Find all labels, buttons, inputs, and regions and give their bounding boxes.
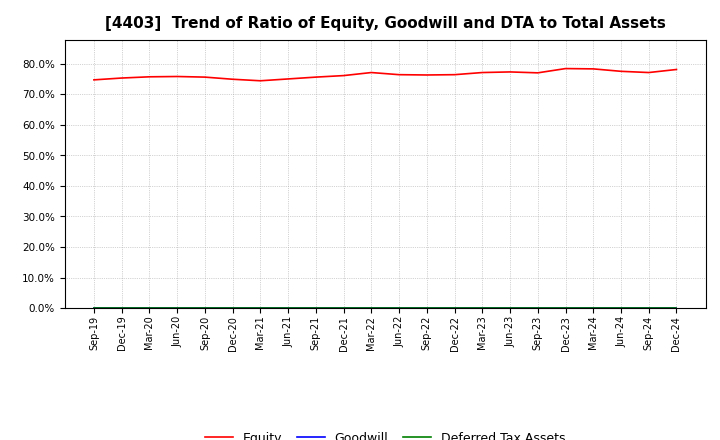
Equity — [145, 74, 154, 80]
Legend: Equity, Goodwill, Deferred Tax Assets: Equity, Goodwill, Deferred Tax Assets — [200, 427, 570, 440]
Deferred Tax Assets — [89, 305, 98, 311]
Equity — [423, 72, 431, 77]
Deferred Tax Assets — [173, 305, 181, 311]
Goodwill — [201, 305, 210, 311]
Equity — [312, 74, 320, 80]
Line: Equity: Equity — [94, 69, 677, 81]
Equity — [534, 70, 542, 76]
Goodwill — [616, 305, 625, 311]
Equity — [117, 75, 126, 81]
Goodwill — [284, 305, 292, 311]
Equity — [228, 77, 237, 82]
Deferred Tax Assets — [561, 305, 570, 311]
Deferred Tax Assets — [672, 305, 681, 311]
Equity — [367, 70, 376, 75]
Goodwill — [534, 305, 542, 311]
Deferred Tax Assets — [450, 305, 459, 311]
Deferred Tax Assets — [505, 305, 514, 311]
Goodwill — [367, 305, 376, 311]
Goodwill — [561, 305, 570, 311]
Goodwill — [89, 305, 98, 311]
Equity — [256, 78, 265, 84]
Goodwill — [228, 305, 237, 311]
Goodwill — [478, 305, 487, 311]
Deferred Tax Assets — [534, 305, 542, 311]
Deferred Tax Assets — [616, 305, 625, 311]
Deferred Tax Assets — [339, 305, 348, 311]
Deferred Tax Assets — [201, 305, 210, 311]
Equity — [505, 69, 514, 74]
Title: [4403]  Trend of Ratio of Equity, Goodwill and DTA to Total Assets: [4403] Trend of Ratio of Equity, Goodwil… — [105, 16, 665, 32]
Deferred Tax Assets — [423, 305, 431, 311]
Deferred Tax Assets — [589, 305, 598, 311]
Equity — [478, 70, 487, 75]
Goodwill — [505, 305, 514, 311]
Goodwill — [256, 305, 265, 311]
Equity — [395, 72, 403, 77]
Goodwill — [173, 305, 181, 311]
Goodwill — [672, 305, 681, 311]
Goodwill — [395, 305, 403, 311]
Goodwill — [644, 305, 653, 311]
Equity — [173, 74, 181, 79]
Goodwill — [423, 305, 431, 311]
Goodwill — [117, 305, 126, 311]
Goodwill — [145, 305, 154, 311]
Goodwill — [339, 305, 348, 311]
Equity — [339, 73, 348, 78]
Deferred Tax Assets — [312, 305, 320, 311]
Deferred Tax Assets — [644, 305, 653, 311]
Equity — [450, 72, 459, 77]
Equity — [201, 74, 210, 80]
Equity — [284, 76, 292, 81]
Equity — [89, 77, 98, 82]
Deferred Tax Assets — [284, 305, 292, 311]
Deferred Tax Assets — [256, 305, 265, 311]
Deferred Tax Assets — [367, 305, 376, 311]
Deferred Tax Assets — [478, 305, 487, 311]
Equity — [644, 70, 653, 75]
Goodwill — [312, 305, 320, 311]
Deferred Tax Assets — [117, 305, 126, 311]
Deferred Tax Assets — [228, 305, 237, 311]
Equity — [589, 66, 598, 72]
Equity — [672, 67, 681, 72]
Deferred Tax Assets — [395, 305, 403, 311]
Deferred Tax Assets — [145, 305, 154, 311]
Equity — [616, 69, 625, 74]
Equity — [561, 66, 570, 71]
Goodwill — [450, 305, 459, 311]
Goodwill — [589, 305, 598, 311]
